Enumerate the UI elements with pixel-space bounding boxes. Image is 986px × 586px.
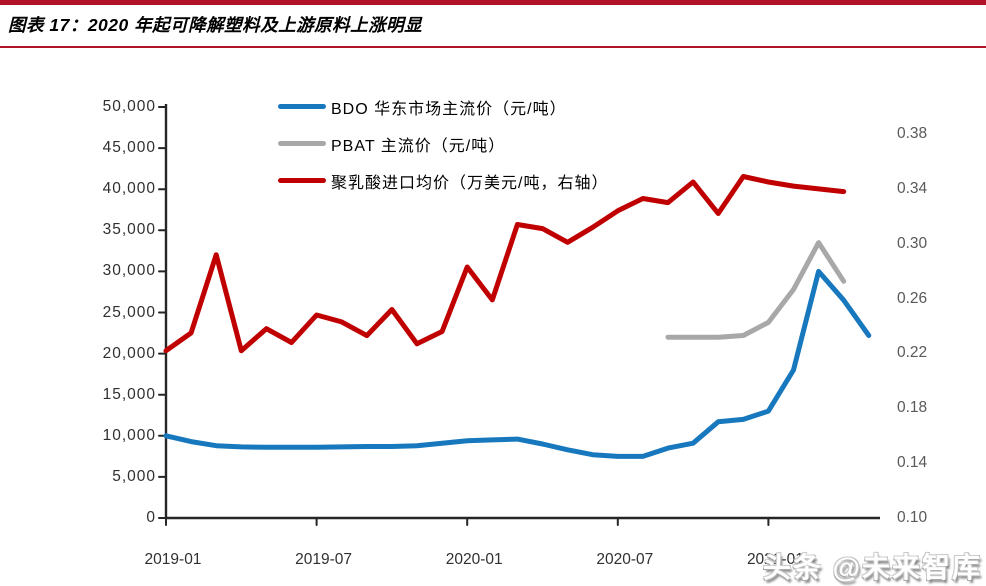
y-axis-right-tick-label: 0.18 <box>897 399 928 417</box>
bdo-price-line <box>163 268 872 459</box>
pbat-price-line <box>665 240 847 340</box>
y-axis-right-tick-label: 0.30 <box>897 234 928 252</box>
figure-title: 图表 17：2020 年起可降解塑料及上游原料上涨明显 <box>8 15 423 35</box>
x-axis-tick-label: 2019-07 <box>295 551 353 568</box>
x-axis-tick-label: 2020-01 <box>445 551 503 568</box>
x-axis-tick-label: 2019-01 <box>144 551 202 568</box>
y-axis-left-tick-label: 35,000 <box>102 221 156 239</box>
y-axis-left-tick-label: 15,000 <box>102 385 156 403</box>
y-axis-left-tick-label: 25,000 <box>102 303 156 321</box>
legend-label: BDO 华东市场主流价（元/吨） <box>331 100 567 118</box>
y-axis-left-tick-label: 0 <box>146 509 156 526</box>
y-axis-right-tick-label: 0.10 <box>897 509 928 526</box>
x-axis-tick-label: 2020-07 <box>596 551 654 568</box>
y-axis-left-tick-label: 40,000 <box>102 180 156 198</box>
y-axis-left-tick-label: 20,000 <box>102 344 156 362</box>
y-axis-right-tick-label: 0.34 <box>897 179 928 197</box>
y-axis-left-tick-label: 45,000 <box>102 139 156 157</box>
legend-line-swatch <box>278 104 326 109</box>
y-axis-right-tick-label: 0.14 <box>897 454 928 472</box>
pla-import-price-line <box>163 174 847 354</box>
x-axis-tick-label: 2021-01 <box>746 551 804 568</box>
y-axis-left-tick-label: 10,000 <box>102 426 156 444</box>
y-axis-left-tick-label: 30,000 <box>102 262 156 280</box>
legend-line-swatch <box>278 178 326 183</box>
watermark: 头条 @未来智库 <box>762 552 982 583</box>
y-axis-left-tick-label: 50,000 <box>102 98 156 115</box>
y-axis-right-tick-label: 0.22 <box>897 344 928 362</box>
legend-label: 聚乳酸进口均价（万美元/吨，右轴） <box>331 174 609 192</box>
legend-item-bdo-price-line: BDO 华东市场主流价（元/吨） <box>278 88 608 125</box>
y-axis-right-tick-label: 0.38 <box>897 125 928 142</box>
legend-line-swatch <box>278 141 326 146</box>
header-top-rule <box>0 0 986 5</box>
y-axis-left-tick-label: 5,000 <box>112 467 156 485</box>
y-axis-right-tick-label: 0.26 <box>897 289 928 307</box>
legend-item-pla-import-price-line: 聚乳酸进口均价（万美元/吨，右轴） <box>278 162 608 199</box>
legend-item-pbat-price-line: PBAT 主流价（元/吨） <box>278 125 608 162</box>
legend: BDO 华东市场主流价（元/吨） PBAT 主流价（元/吨） 聚乳酸进口均价（万美元… <box>278 88 608 199</box>
legend-label: PBAT 主流价（元/吨） <box>331 137 506 155</box>
header-divider-rule <box>0 46 986 48</box>
